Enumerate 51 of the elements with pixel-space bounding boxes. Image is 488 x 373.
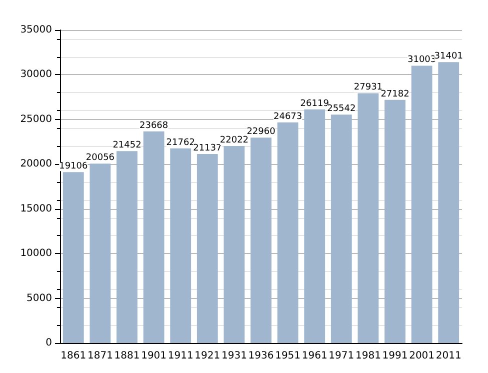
data-label: 21137 (193, 143, 222, 154)
x-tick-label: 1981 (355, 350, 381, 362)
y-tick-label: 10000 (20, 248, 52, 260)
x-tick-label: 1971 (328, 350, 354, 362)
data-label: 22022 (220, 136, 249, 146)
y-tick-label: 15000 (20, 203, 52, 214)
bar (224, 146, 245, 343)
x-tick-label: 1901 (141, 350, 167, 362)
x-tick-label: 1931 (221, 350, 247, 362)
data-label: 20056 (86, 153, 115, 164)
data-label: 27931 (354, 82, 383, 93)
y-tick-label: 25000 (20, 114, 52, 125)
y-tick-label: 20000 (20, 158, 52, 170)
x-tick-label: 1951 (275, 350, 301, 362)
data-label: 31401 (434, 52, 463, 62)
y-tick-label: 0 (46, 338, 52, 348)
bar (304, 109, 326, 343)
y-tick-label: 5000 (26, 292, 52, 304)
x-tick-label: 1961 (302, 350, 328, 362)
bar (196, 154, 218, 343)
bar (358, 93, 379, 343)
y-tick-label: 30000 (20, 69, 52, 80)
x-tick-label: 1911 (168, 350, 194, 362)
x-tick-label: 1991 (382, 350, 408, 362)
bar (116, 151, 138, 343)
y-tick-label: 35000 (20, 24, 52, 36)
x-tick-label: 2011 (436, 350, 462, 362)
data-label: 27182 (380, 89, 410, 100)
bar (250, 138, 272, 343)
bar (143, 131, 164, 343)
x-tick-label: 1871 (87, 350, 113, 362)
bar (170, 148, 192, 343)
bar (330, 114, 352, 343)
bar (90, 164, 111, 343)
bar (384, 100, 406, 343)
data-label: 24673 (273, 112, 302, 122)
data-label: 25542 (327, 104, 356, 114)
bar (411, 66, 432, 343)
data-label: 22960 (246, 127, 276, 138)
x-tick-label: 1936 (248, 350, 274, 362)
data-label: 19106 (59, 162, 88, 172)
x-tick-label: 1861 (60, 350, 86, 362)
bar (62, 172, 84, 343)
data-label: 23668 (139, 120, 168, 131)
data-label: 21452 (112, 140, 142, 151)
data-label: 26119 (300, 98, 330, 109)
x-tick-label: 2001 (409, 350, 435, 362)
x-tick-label: 1921 (194, 350, 220, 362)
data-label: 21762 (166, 138, 195, 148)
bar (277, 122, 298, 343)
x-tick-label: 1881 (114, 350, 140, 362)
